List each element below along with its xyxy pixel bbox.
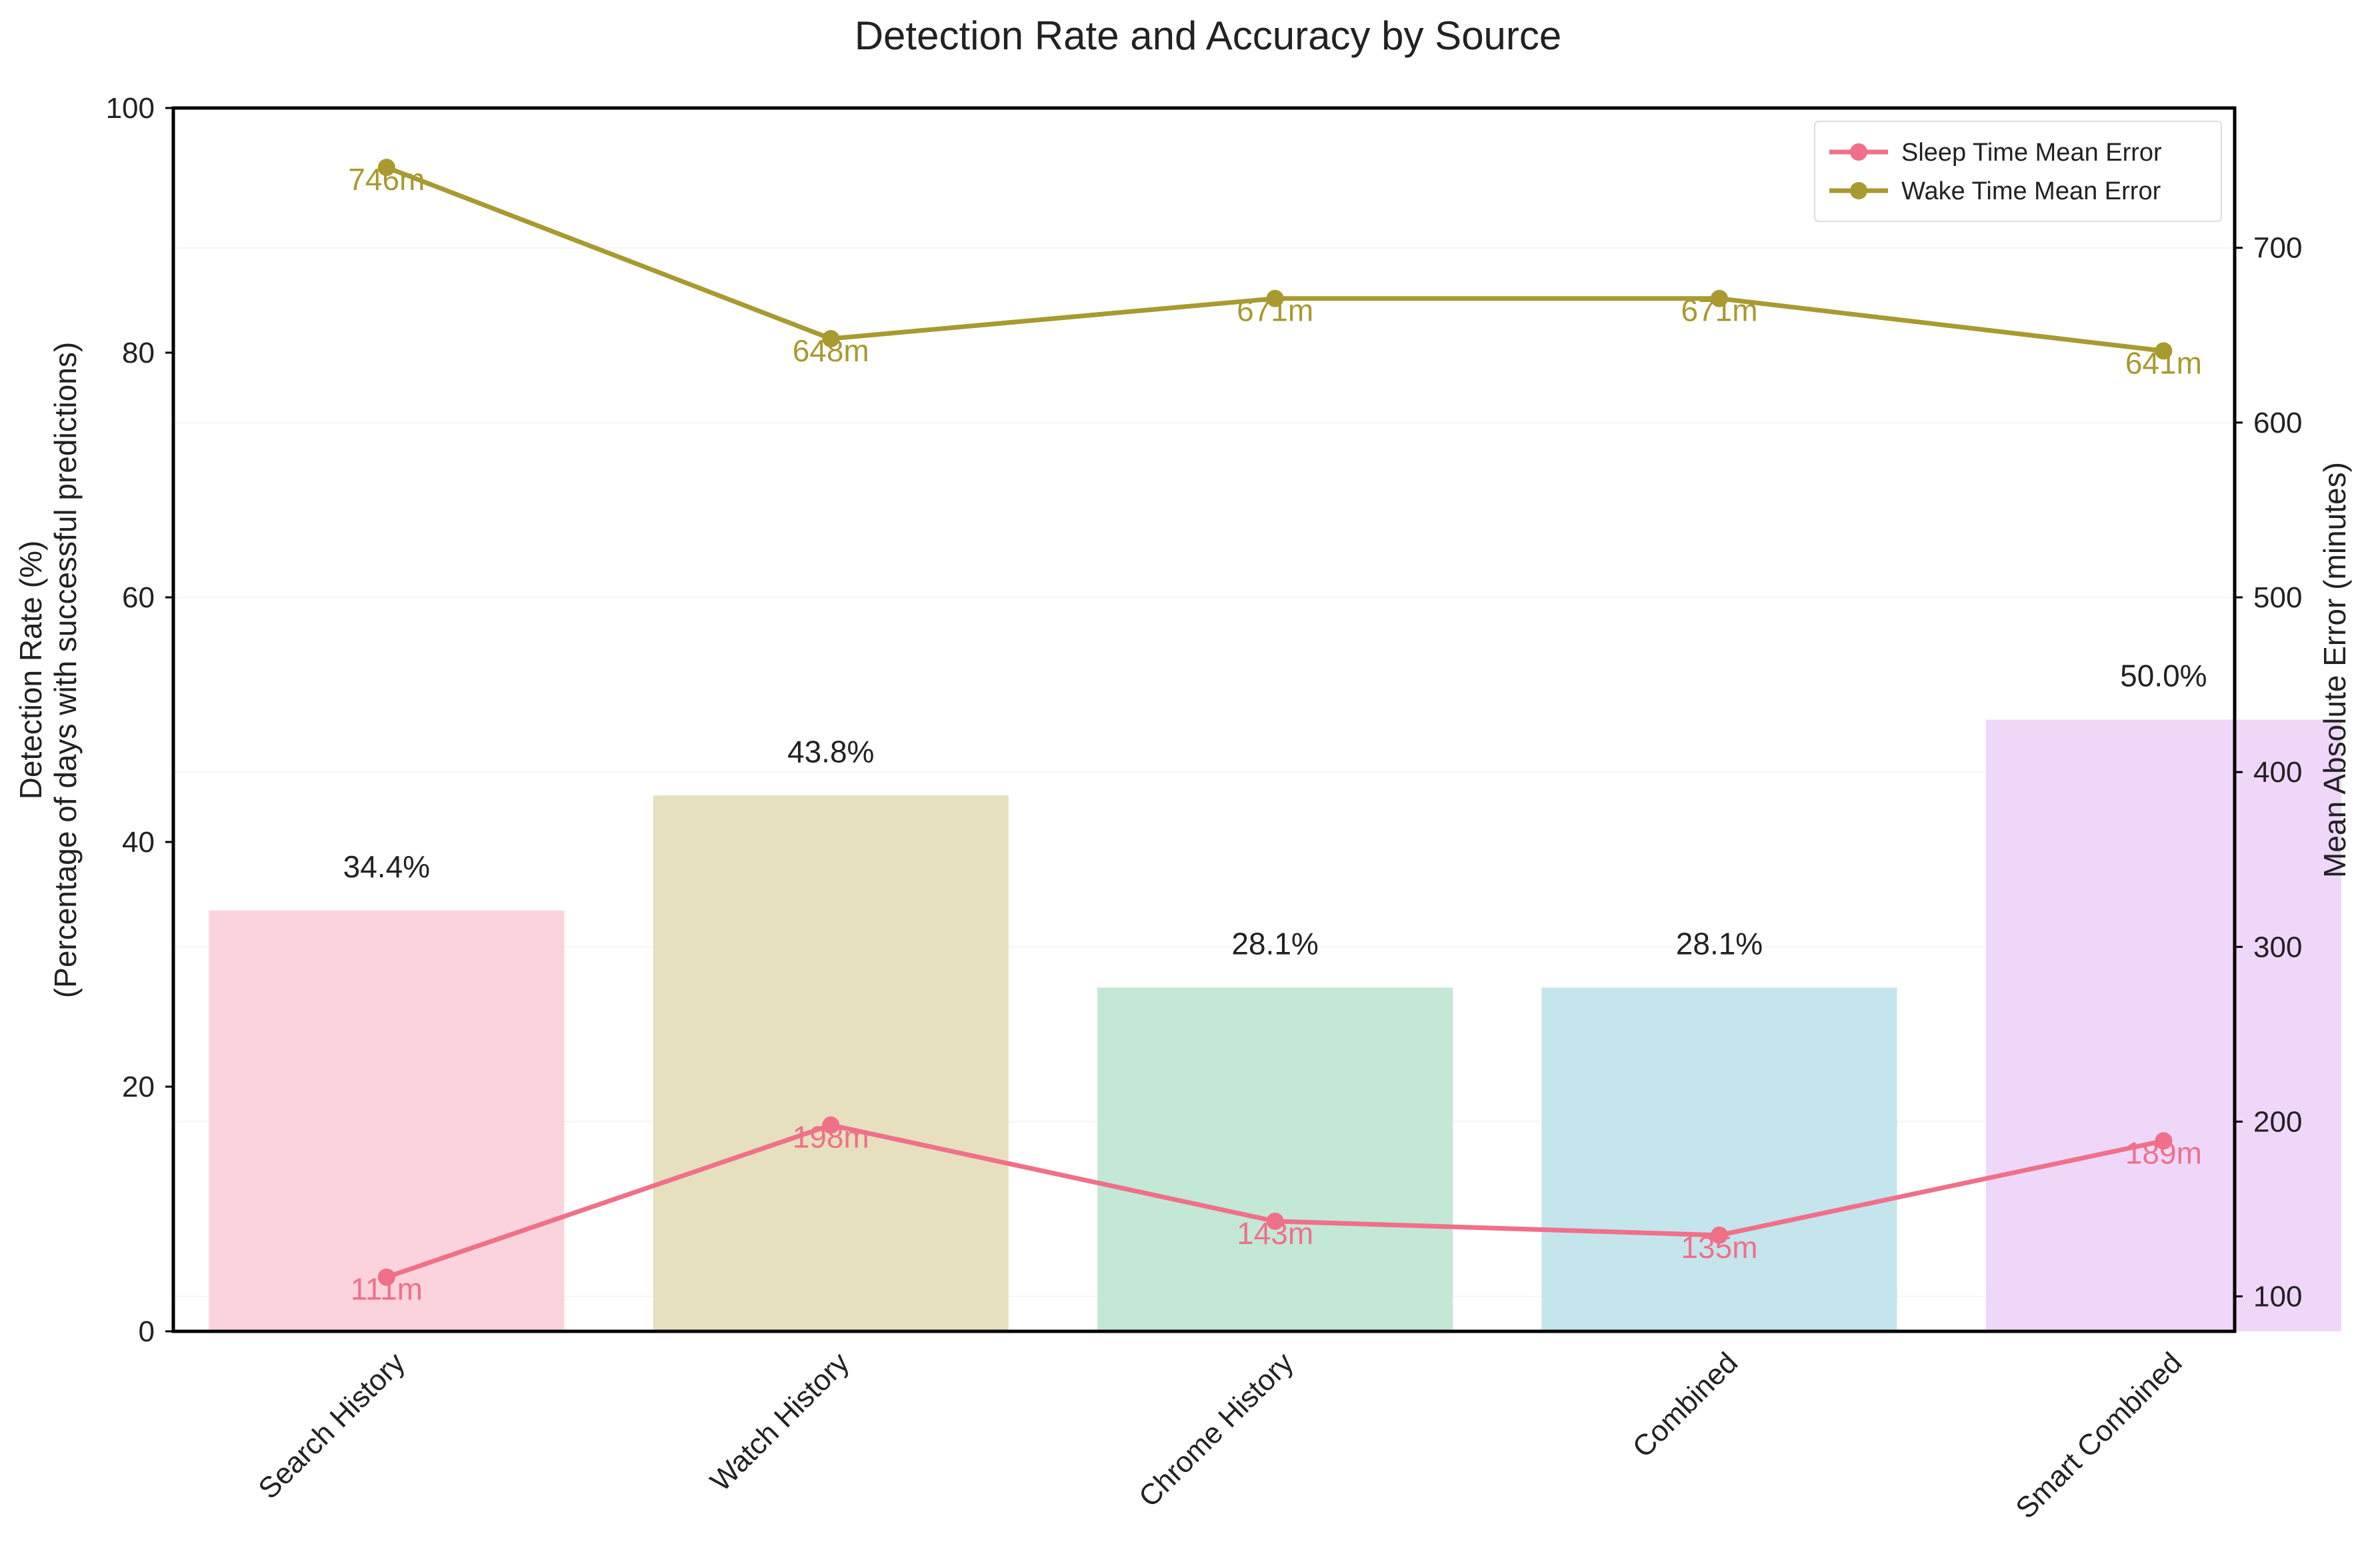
left-tick-label-5: 100 xyxy=(106,92,155,125)
series-0-point-2 xyxy=(1266,1212,1284,1230)
x-tick-label-3: Combined xyxy=(1627,1346,1744,1463)
bar-4 xyxy=(1985,719,2341,1331)
bar-3 xyxy=(1541,987,1897,1331)
left-tick-label-3: 60 xyxy=(122,581,155,614)
series-1-point-3 xyxy=(1711,289,1728,307)
legend-marker-0 xyxy=(1850,143,1867,161)
legend-label-0: Sleep Time Mean Error xyxy=(1901,139,2162,167)
left-tick-label-4: 80 xyxy=(122,337,155,369)
left-tick-label-0: 0 xyxy=(139,1315,155,1348)
bar-label-4: 50.0% xyxy=(2120,659,2207,693)
legend-marker-1 xyxy=(1850,182,1867,199)
bar-label-0: 34.4% xyxy=(343,849,430,884)
series-0-point-4 xyxy=(2155,1132,2173,1150)
bar-2 xyxy=(1097,987,1453,1331)
error-lines: 111m 198m 143m 135m 189m 746m 648m 671m 671m 641m xyxy=(348,159,2202,1307)
bar-1 xyxy=(653,795,1009,1331)
legend-box xyxy=(1814,121,2222,222)
bar-value-labels: 34.4% 43.8% 28.1% 28.1% 50.0% xyxy=(343,659,2207,961)
right-tick-label-4: 500 xyxy=(2253,581,2302,614)
right-tick-label-2: 300 xyxy=(2253,931,2302,963)
left-axis-title-line2: (Percentage of days with successful pred… xyxy=(48,342,83,998)
series-1-point-4 xyxy=(2155,342,2173,360)
series-1-point-label-2: 671m xyxy=(1237,293,1313,328)
chart-title: Detection Rate and Accuracy by Source xyxy=(855,13,1562,58)
right-tick-label-5: 600 xyxy=(2253,407,2302,439)
series-1-point-label-1: 648m xyxy=(793,333,869,368)
series-1-point-1 xyxy=(822,330,840,348)
series-1-point-label-4: 641m xyxy=(2125,345,2202,380)
bar-0 xyxy=(209,910,565,1331)
grid-lines xyxy=(173,247,2235,1297)
series-1-point-label-3: 671m xyxy=(1681,293,1757,328)
x-axis: Search History Watch History Chrome Histor… xyxy=(252,1346,2188,1525)
series-0-point-3 xyxy=(1711,1226,1728,1244)
left-axis-title-line1: Detection Rate (%) xyxy=(13,541,48,800)
legend-label-1: Wake Time Mean Error xyxy=(1901,177,2161,205)
right-tick-label-0: 100 xyxy=(2253,1281,2302,1313)
x-tick-label-2: Chrome History xyxy=(1133,1346,1300,1513)
series-0-point-1 xyxy=(822,1116,840,1134)
series-1-point-label-0: 746m xyxy=(348,162,425,197)
left-tick-label-1: 20 xyxy=(122,1071,155,1103)
series-0-point-label-1: 198m xyxy=(793,1120,869,1155)
series-0-point-label-4: 189m xyxy=(2125,1135,2202,1170)
legend: Sleep Time Mean Error Wake Time Mean Erro… xyxy=(1814,121,2222,222)
right-tick-label-6: 700 xyxy=(2253,232,2302,265)
bar-label-2: 28.1% xyxy=(1231,926,1318,961)
right-y-axis: 100 200 300 400 500 600 700 xyxy=(2235,232,2302,1313)
series-0-point-label-2: 143m xyxy=(1237,1216,1313,1251)
x-tick-label-4: Smart Combined xyxy=(2009,1346,2188,1525)
right-tick-label-3: 400 xyxy=(2253,756,2302,789)
series-0-point-label-0: 111m xyxy=(351,1272,423,1307)
right-axis-title: Mean Absolute Error (minutes) xyxy=(2317,462,2352,878)
bar-label-1: 43.8% xyxy=(787,734,874,769)
bar-label-3: 28.1% xyxy=(1676,926,1763,961)
series-1-point-2 xyxy=(1266,289,1284,307)
bars xyxy=(209,719,2341,1331)
left-tick-label-2: 40 xyxy=(122,826,155,859)
series-0-point-label-3: 135m xyxy=(1681,1230,1757,1265)
right-tick-label-1: 200 xyxy=(2253,1105,2302,1138)
plot-frame xyxy=(171,106,2237,1333)
x-tick-label-0: Search History xyxy=(252,1346,411,1505)
x-tick-label-1: Watch History xyxy=(704,1346,855,1497)
series-0-point-0 xyxy=(377,1268,395,1286)
left-y-axis: 0 20 40 60 80 100 xyxy=(106,92,173,1348)
series-1-point-0 xyxy=(377,159,395,177)
